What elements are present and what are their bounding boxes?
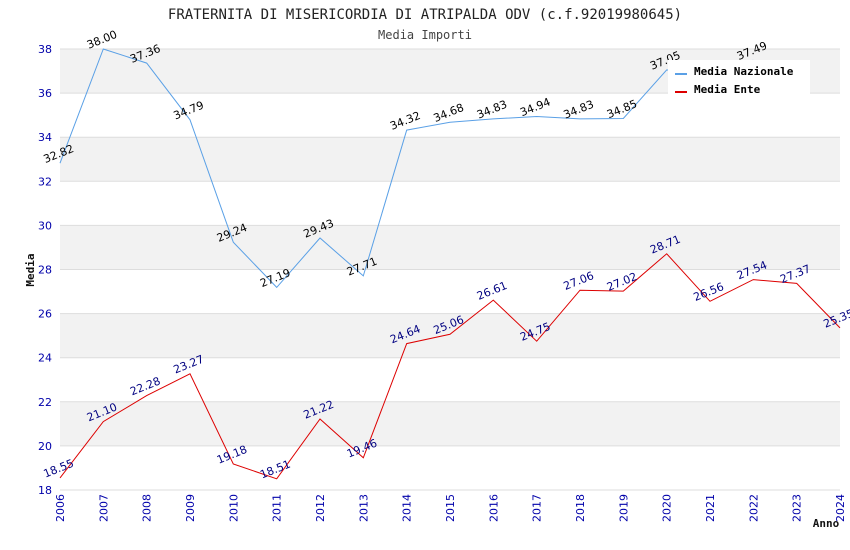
x-tick-label: 2016: [487, 494, 500, 522]
x-tick-label: 2010: [227, 494, 240, 522]
x-tick-label: 2014: [401, 494, 414, 522]
grid-band: [60, 357, 840, 402]
x-tick-label: 2017: [531, 494, 544, 522]
x-tick-label: 2015: [444, 494, 457, 522]
y-tick-label: 32: [38, 175, 52, 188]
series-line-nazionale: [59, 48, 754, 289]
y-tick-label: 38: [38, 43, 52, 56]
x-tick-label: 2019: [617, 494, 630, 522]
y-axis-label: Media: [24, 253, 37, 286]
x-tick-label: 2024: [834, 494, 847, 522]
grid-band: [60, 93, 840, 138]
series-line-ente: [59, 253, 841, 480]
legend: Media Nazionale Media Ente: [668, 60, 810, 96]
x-tick-label: 2013: [357, 494, 370, 522]
chart-subtitle: Media Importi: [378, 28, 472, 42]
y-tick-label: 34: [38, 131, 52, 144]
grid-band: [60, 137, 840, 182]
x-tick-label: 2006: [54, 494, 67, 522]
x-tick-label: 2012: [314, 494, 327, 522]
x-tick-label: 2022: [747, 494, 760, 522]
x-tick-label: 2018: [574, 494, 587, 522]
grid-band: [60, 269, 840, 314]
grid-band: [60, 181, 840, 226]
y-tick-label: 18: [38, 484, 52, 497]
legend-label-nazionale: Media Nazionale: [694, 65, 794, 78]
x-tick-label: 2020: [661, 494, 674, 522]
x-tick-label: 2009: [184, 494, 197, 522]
grid-band: [60, 445, 840, 490]
x-tick-label: 2021: [704, 494, 717, 522]
grid-band: [60, 225, 840, 270]
grid-bands: [60, 48, 840, 491]
x-tick-label: 2008: [141, 494, 154, 522]
y-tick-label: 36: [38, 87, 52, 100]
grid-band: [60, 401, 840, 446]
chart-title: FRATERNITA DI MISERICORDIA DI ATRIPALDA …: [168, 7, 682, 23]
x-tick-label: 2023: [791, 494, 804, 522]
y-tick-label: 22: [38, 396, 52, 409]
y-tick-label: 30: [38, 219, 52, 232]
y-tick-label: 28: [38, 264, 52, 277]
x-tick-label: 2011: [271, 494, 284, 522]
y-tick-label: 24: [38, 352, 52, 365]
x-axis-ticks: 2006 2007 2008 2009 2010 2011 2012 2013 2014 2015…: [54, 494, 847, 522]
legend-box: [668, 60, 810, 96]
series-lines: [59, 48, 841, 480]
legend-label-ente: Media Ente: [694, 83, 761, 96]
data-label: 38.00: [85, 28, 119, 52]
x-tick-label: 2007: [97, 494, 110, 522]
grid-band: [60, 313, 840, 358]
x-axis-label: Anno: [813, 517, 840, 530]
y-tick-label: 20: [38, 440, 52, 453]
y-axis-ticks: 18 20 22 24 26 28 30 32 34 36 38: [38, 43, 52, 497]
y-tick-label: 26: [38, 308, 52, 321]
